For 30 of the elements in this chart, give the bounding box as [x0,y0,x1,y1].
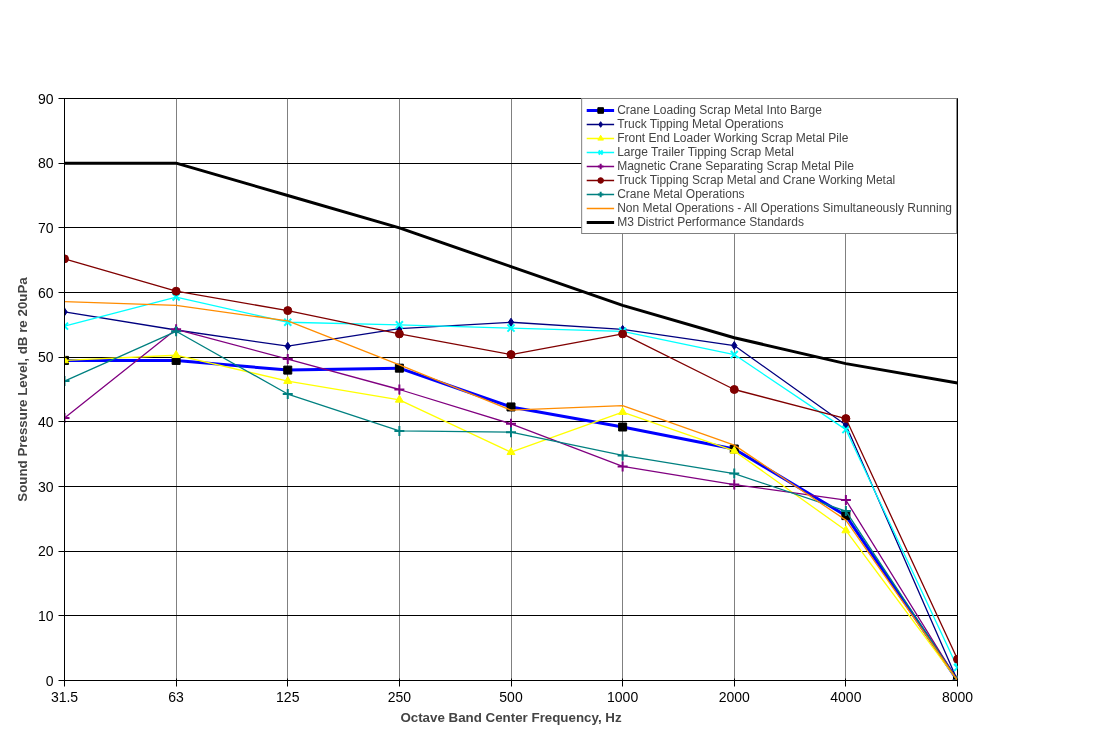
y-tick-label: 0 [45,672,54,689]
x-tick-label: 8000 [941,688,974,705]
legend-label: M3 District Performance Standards [617,215,804,229]
y-tick-label: 90 [37,90,54,107]
legend-label: Large Trailer Tipping Scrap Metal [617,145,794,159]
x-tick-label: 500 [499,688,523,705]
legend-label: Crane Loading Scrap Metal Into Barge [617,103,822,117]
x-tick-label: 31.5 [50,688,79,705]
y-tick-label: 20 [37,543,54,560]
legend-label: Non Metal Operations - All Operations Simultaneously Running [617,201,952,215]
legend-label: Front End Loader Working Scrap Metal Pile [617,131,849,145]
x-tick-label: 63 [168,688,185,705]
y-tick-label: 60 [37,284,54,301]
legend-label: Truck Tipping Scrap Metal and Crane Working Metal [617,173,896,187]
legend-label: Truck Tipping Metal Operations [617,117,784,131]
y-tick-label: 10 [37,607,54,624]
x-tick-label: 250 [387,688,412,705]
x-tick-label: 1000 [607,688,639,705]
x-tick-label: 125 [276,688,300,705]
x-tick-label: 2000 [718,688,751,705]
x-axis-title: Octave Band Center Frequency, Hz [400,709,622,725]
legend-label: Crane Metal Operations [617,187,745,201]
y-axis-title: Sound Pressure Level, dB re 20uPa [14,276,30,502]
y-tick-label: 40 [37,413,54,430]
y-tick-label: 80 [37,155,54,172]
y-tick-label: 50 [37,349,54,366]
legend-label: Magnetic Crane Separating Scrap Metal Pile [617,159,854,173]
y-tick-label: 30 [37,478,54,495]
y-tick-label: 70 [37,219,54,236]
x-tick-label: 4000 [830,688,862,705]
